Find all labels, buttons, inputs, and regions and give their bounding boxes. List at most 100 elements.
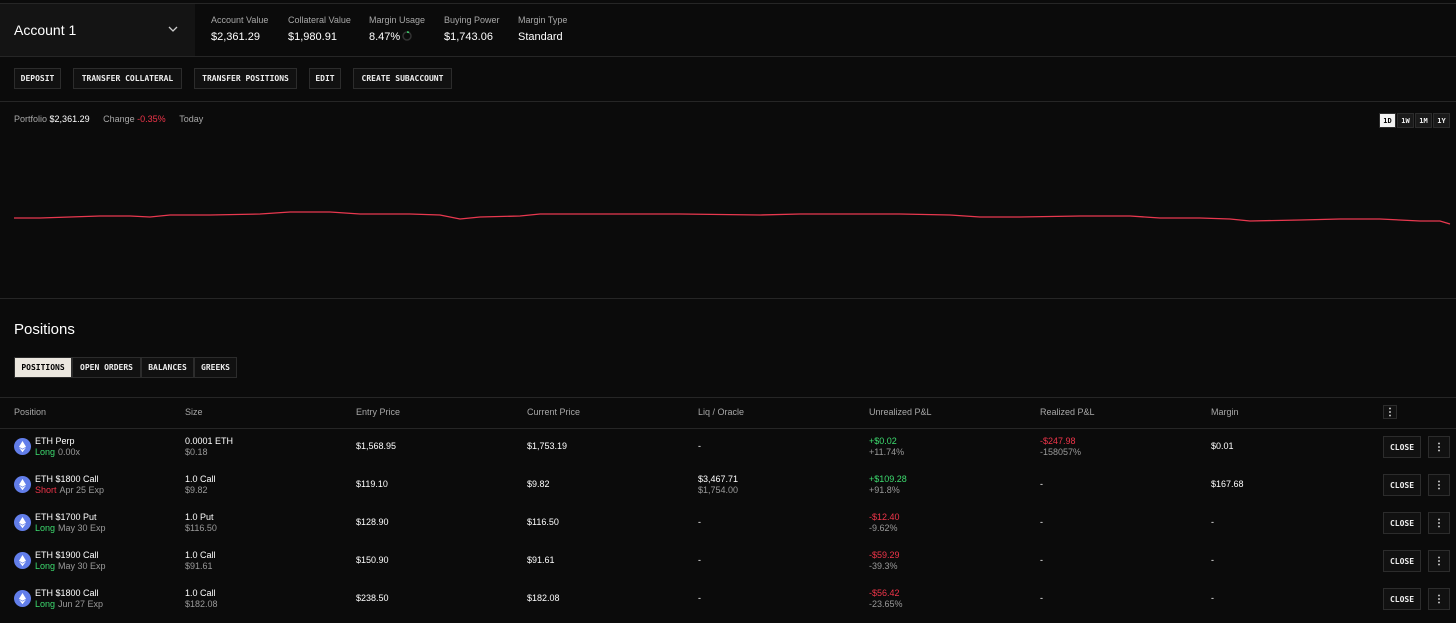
tab[interactable]: GREEKS: [194, 357, 237, 378]
more-button[interactable]: ⋮: [1383, 405, 1397, 419]
cell: -: [1211, 555, 1214, 565]
divider: [0, 298, 1456, 299]
tab[interactable]: POSITIONS: [14, 357, 72, 378]
column-header: Size: [185, 407, 203, 417]
cell: -: [1040, 517, 1043, 527]
divider: [0, 101, 1456, 102]
timeframe-button[interactable]: 1D: [1379, 113, 1396, 128]
cell: -$59.29: [869, 550, 900, 560]
account-selector[interactable]: Account 1: [0, 4, 195, 56]
cell: $1,753.19: [527, 441, 568, 451]
cell-sub: $1,754.00: [698, 485, 739, 495]
stat-value: $1,980.91: [288, 31, 337, 43]
eth-glyph: [19, 479, 26, 491]
action-button[interactable]: DEPOSIT: [14, 68, 61, 89]
detail: May 30 Exp: [58, 561, 106, 571]
divider: [0, 56, 1456, 57]
cell: -: [1040, 479, 1043, 489]
close-button[interactable]: CLOSE: [1383, 474, 1421, 496]
cell: $167.68: [1211, 479, 1244, 489]
cell: $116.50: [527, 517, 559, 527]
cell: +$109.28: [869, 474, 907, 484]
eth-icon: [14, 590, 31, 607]
cell: -: [698, 555, 701, 565]
timeframe-button[interactable]: 1W: [1397, 113, 1414, 128]
position-meta: Long May 30 Exp: [35, 523, 106, 533]
column-header: Margin: [1211, 407, 1239, 417]
cell: $9.82: [527, 479, 550, 489]
cell-sub: -9.62%: [869, 523, 898, 533]
change-label: Change: [103, 114, 135, 124]
column-header: Liq / Oracle: [698, 407, 745, 417]
cell: -: [698, 441, 701, 451]
divider: [0, 3, 1456, 4]
position-meta: Long 0.00x: [35, 447, 80, 457]
stat-label: Margin Type: [518, 15, 568, 25]
tab[interactable]: BALANCES: [141, 357, 194, 378]
action-button[interactable]: TRANSFER COLLATERAL: [73, 68, 182, 89]
position-name: ETH $1800 Call: [35, 588, 99, 598]
eth-icon: [14, 552, 31, 569]
more-button[interactable]: ⋮: [1428, 512, 1450, 534]
cell: -: [1040, 593, 1043, 603]
eth-icon: [14, 476, 31, 493]
cell-sub: $91.61: [185, 561, 213, 571]
cell: $1,568.95: [356, 441, 397, 451]
cell: -: [698, 517, 701, 527]
cell-sub: -23.65%: [869, 599, 903, 609]
close-button[interactable]: CLOSE: [1383, 436, 1421, 458]
cell: $91.61: [527, 555, 555, 565]
more-button[interactable]: ⋮: [1428, 588, 1450, 610]
cell: $150.90: [356, 555, 389, 565]
cell: -$247.98: [1040, 436, 1076, 446]
chevron: [168, 26, 178, 32]
portfolio-label: Portfolio: [14, 114, 48, 124]
cell: $238.50: [356, 593, 389, 603]
timeframe-button[interactable]: 1M: [1415, 113, 1432, 128]
close-button[interactable]: CLOSE: [1383, 588, 1421, 610]
more-button[interactable]: ⋮: [1428, 436, 1450, 458]
close-button[interactable]: CLOSE: [1383, 550, 1421, 572]
portfolio-summary: Portfolio $2,361.29 Change -0.35% Today: [14, 114, 203, 124]
eth-glyph: [19, 441, 26, 453]
eth-glyph: [19, 593, 26, 605]
cell: 1.0 Put: [185, 512, 214, 522]
action-button[interactable]: TRANSFER POSITIONS: [194, 68, 297, 89]
side: Long: [35, 447, 56, 457]
action-button[interactable]: CREATE SUBACCOUNT: [353, 68, 452, 89]
close-button[interactable]: CLOSE: [1383, 512, 1421, 534]
cell: 1.0 Call: [185, 550, 216, 560]
margin-ring: [402, 31, 412, 41]
eth-icon: [14, 438, 31, 455]
eth-glyph: [19, 517, 26, 529]
cell-sub: $9.82: [185, 485, 208, 495]
action-button[interactable]: EDIT: [309, 68, 341, 89]
cell: -$12.40: [869, 512, 900, 522]
eth-icon: [14, 514, 31, 531]
cell: $128.90: [356, 517, 389, 527]
column-header: Position: [14, 407, 47, 417]
stat-label: Margin Usage: [369, 15, 426, 25]
position-meta: Long May 30 Exp: [35, 561, 106, 571]
cell: $3,467.71: [698, 474, 739, 484]
section-title: Positions: [14, 321, 75, 338]
cell-sub: $116.50: [185, 523, 217, 533]
more-button[interactable]: ⋮: [1428, 550, 1450, 572]
stat-value: $1,743.06: [444, 31, 493, 43]
position-name: ETH $1900 Call: [35, 550, 99, 560]
cell: -: [1211, 517, 1214, 527]
more-button[interactable]: ⋮: [1428, 474, 1450, 496]
tab[interactable]: OPEN ORDERS: [72, 357, 141, 378]
eth-glyph: [19, 555, 26, 567]
cell-sub: -39.3%: [869, 561, 898, 571]
timeframe-button[interactable]: 1Y: [1433, 113, 1450, 128]
side: Long: [35, 523, 56, 533]
detail: Jun 27 Exp: [58, 599, 104, 609]
cell-sub: $0.18: [185, 447, 208, 457]
divider: [0, 428, 1456, 429]
period: Today: [179, 114, 204, 124]
side: Long: [35, 561, 56, 571]
position-meta: Long Jun 27 Exp: [35, 599, 103, 609]
cell: $119.10: [356, 479, 388, 489]
cell: -: [698, 593, 701, 603]
